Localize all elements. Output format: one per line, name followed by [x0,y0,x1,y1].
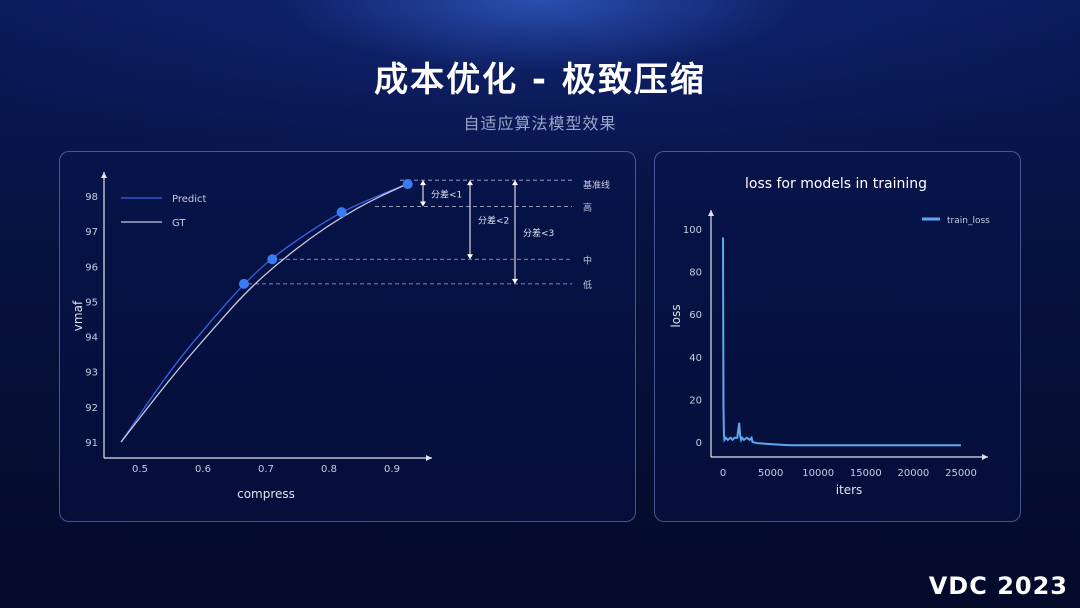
y-tick-label: 60 [689,310,702,321]
vmaf-x-arrow [426,455,432,461]
data-point [402,179,413,190]
y-tick-label: 93 [85,368,98,379]
y-tick-label: 95 [85,297,98,308]
x-tick-label: 20000 [897,468,929,479]
legend-label-predict: Predict [172,194,207,205]
y-tick-label: 91 [85,438,98,449]
y-tick-label: 97 [85,227,98,238]
loss-chart-panel [654,151,1021,522]
x-tick-label: 10000 [802,468,834,479]
y-tick-label: 80 [689,268,702,279]
y-tick-label: 92 [85,403,98,414]
y-axis-label: vmaf [71,300,85,331]
y-tick-label: 20 [689,395,702,406]
level-label-3: 低 [583,279,592,291]
x-axis-label: iters [836,483,863,497]
data-point [267,254,278,265]
y-tick-label: 100 [683,225,702,236]
vmaf-y-arrow [101,172,107,178]
x-tick-label: 0.8 [321,464,337,475]
level-label-1: 高 [583,202,592,214]
series-gt [120,183,409,443]
loss-chart-title: loss for models in training [745,176,927,192]
y-tick-label: 94 [85,333,98,344]
y-tick-label: 96 [85,262,98,273]
vmaf-chart-panel [59,151,636,522]
x-tick-label: 0.5 [132,464,148,475]
x-tick-label: 0.7 [258,464,274,475]
y-tick-label: 40 [689,353,702,364]
data-point [336,207,347,218]
x-tick-label: 5000 [758,468,783,479]
x-tick-label: 0.6 [195,464,211,475]
x-tick-label: 0.9 [384,464,400,475]
y-axis-label: loss [669,304,683,327]
loss-x-arrow [982,454,988,460]
page-title: 成本优化 - 极致压缩 [374,60,706,100]
loss-y-arrow [708,210,714,216]
diff-label: 分差<3 [523,227,554,239]
x-tick-label: 25000 [945,468,977,479]
data-point [238,278,249,289]
vdc-logo: VDC 2023 [928,572,1068,600]
series-train-loss [722,237,961,447]
diff-label: 分差<1 [431,188,462,200]
series-predict [120,183,408,443]
level-label-2: 中 [583,254,592,266]
x-axis-label: compress [237,487,295,501]
legend-label-gt: GT [172,218,186,229]
level-label-0: 基准线 [583,179,610,191]
legend-label-train-loss: train_loss [947,216,990,226]
x-tick-label: 0 [720,468,726,479]
y-tick-label: 0 [696,438,702,449]
y-tick-label: 98 [85,192,98,203]
x-tick-label: 15000 [850,468,882,479]
diff-label: 分差<2 [478,215,509,227]
page-subtitle: 自适应算法模型效果 [463,114,617,133]
